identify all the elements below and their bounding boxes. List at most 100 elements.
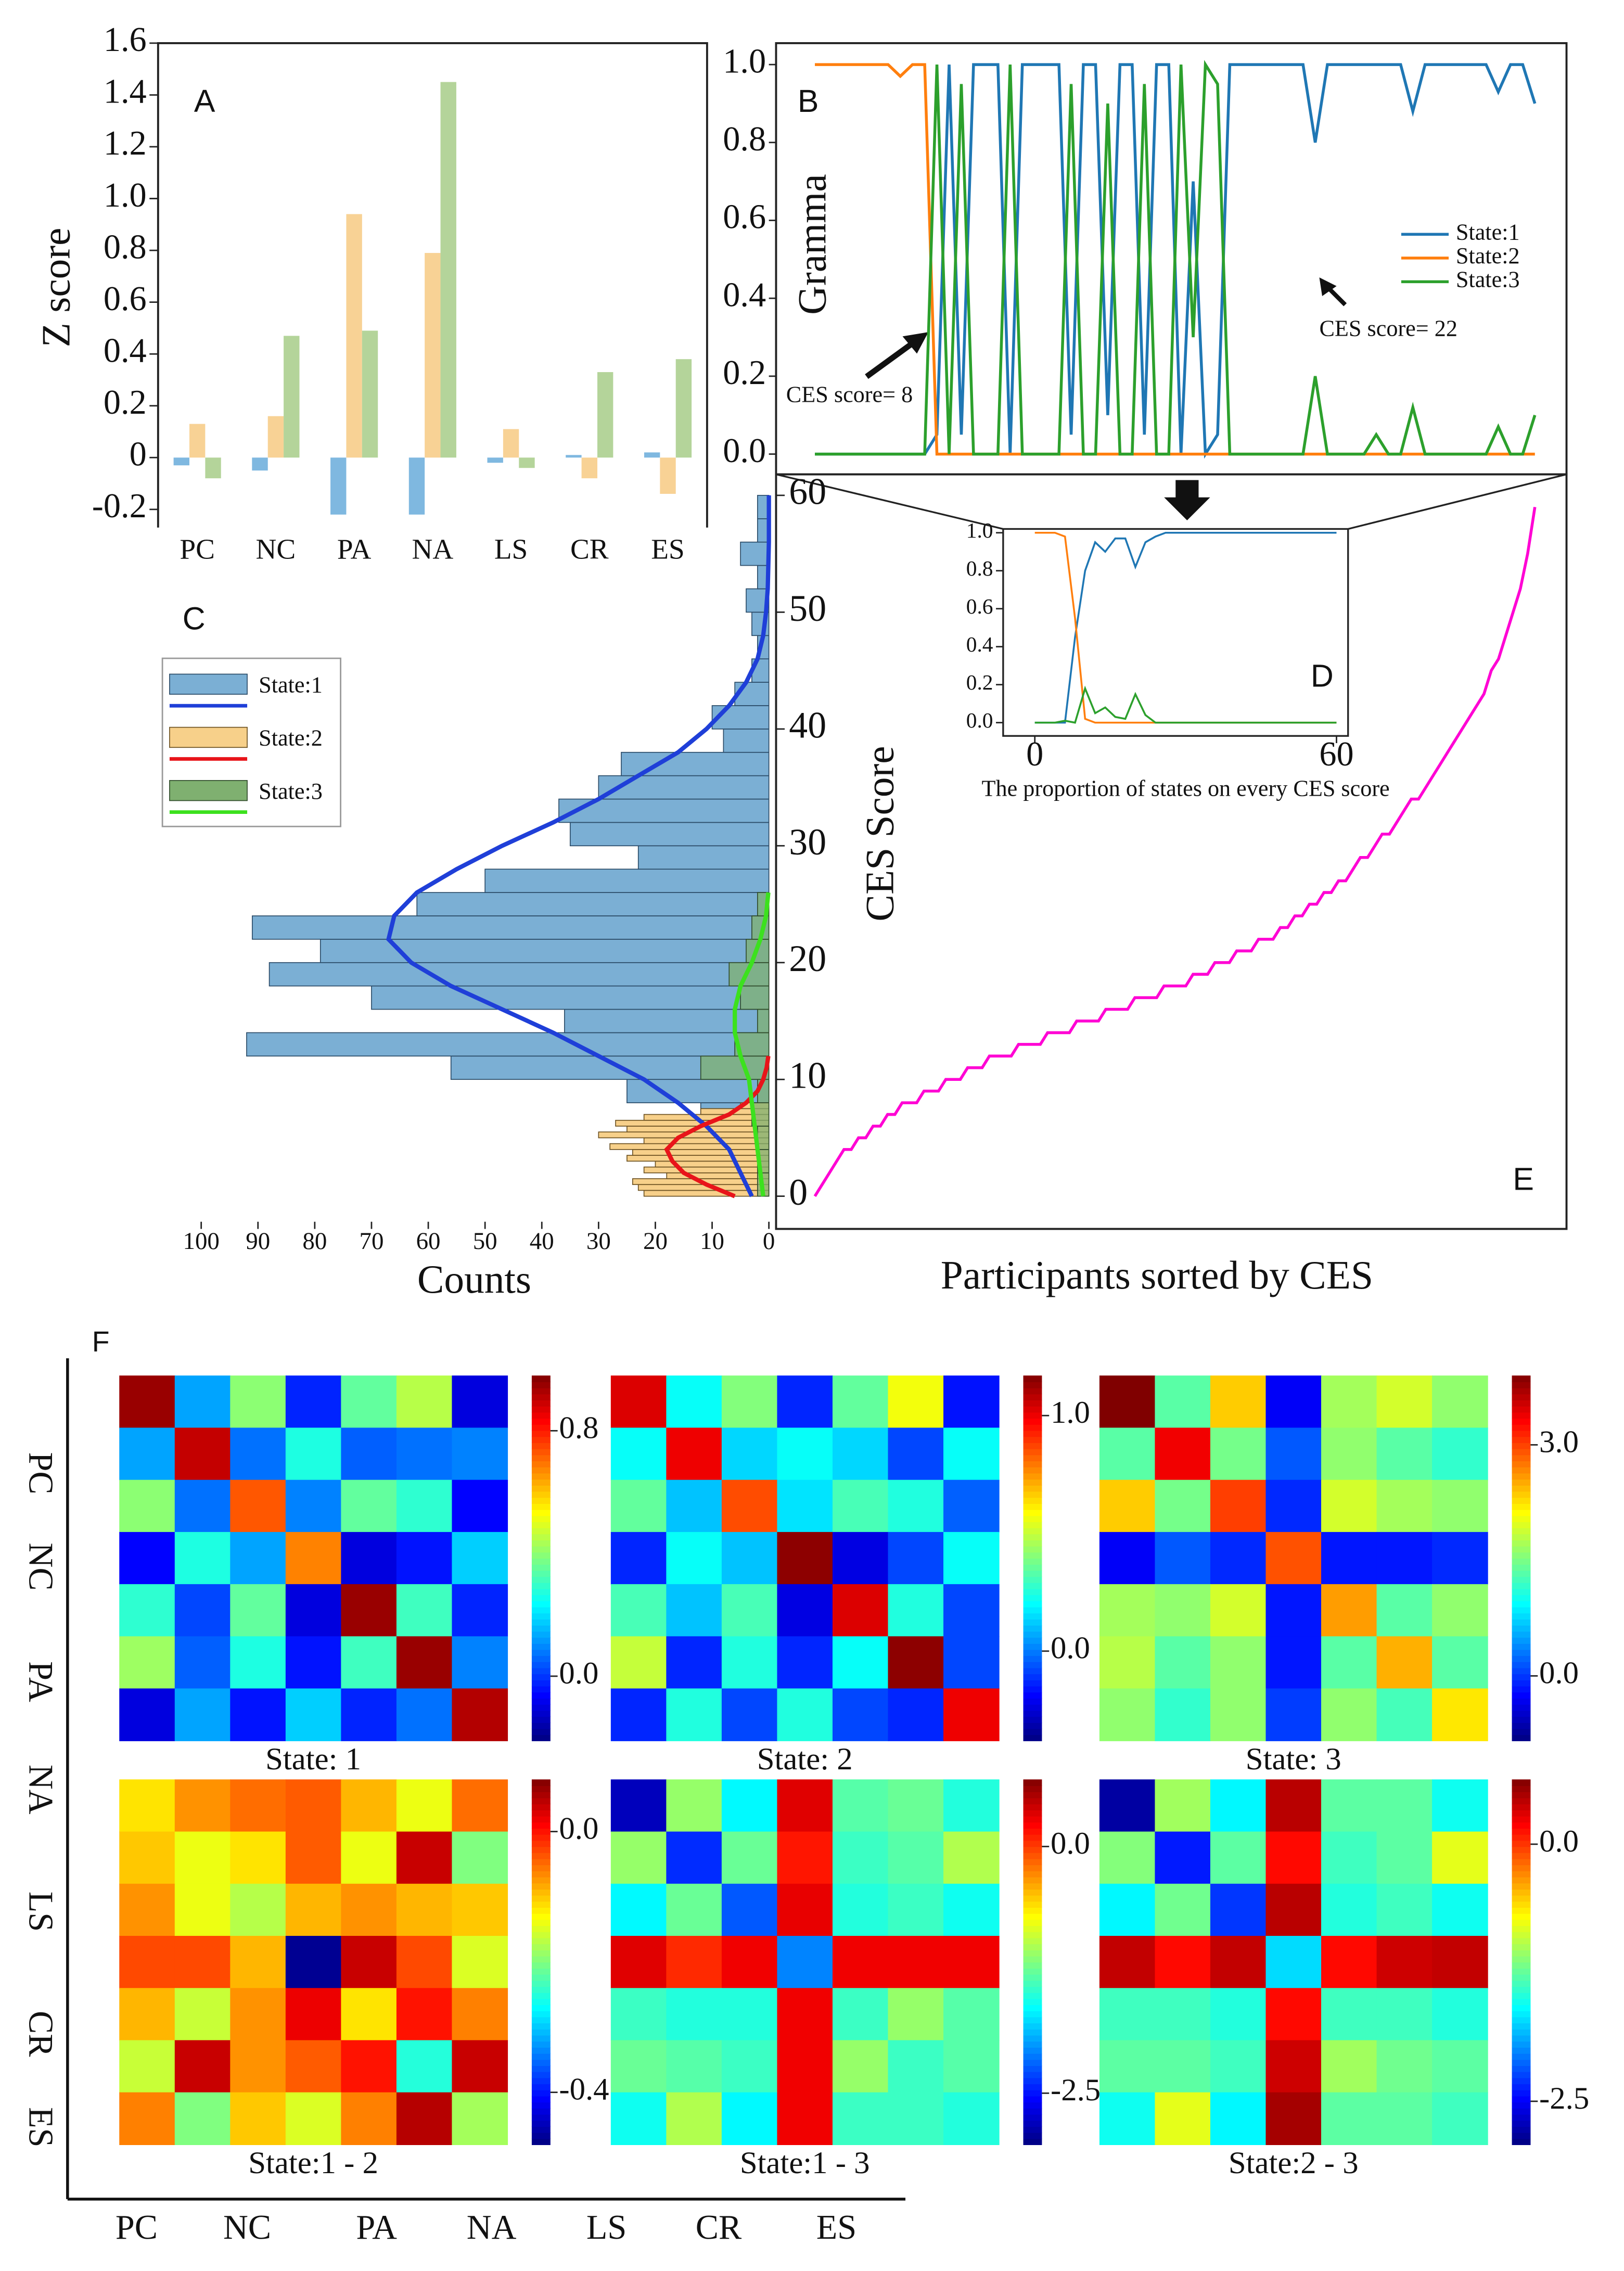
heatmap-cell bbox=[832, 1479, 889, 1533]
heatmap-cell bbox=[1432, 1636, 1488, 1689]
heatmap-cell bbox=[721, 1636, 778, 1689]
colorbar-segment bbox=[531, 1387, 551, 1395]
heatmap-cell bbox=[1099, 1584, 1156, 1637]
heatmap-cell bbox=[119, 1532, 175, 1585]
heatmap-cell bbox=[888, 2040, 944, 2093]
histogram-bar bbox=[643, 1166, 770, 1173]
colorbar-segment bbox=[1023, 1618, 1042, 1626]
colorbar-segment bbox=[1023, 1913, 1042, 1920]
heatmap-cell bbox=[1265, 1636, 1322, 1689]
heatmap-cell bbox=[610, 1883, 667, 1937]
heatmap-cell bbox=[721, 1936, 778, 1989]
colorbar-segment bbox=[531, 1582, 551, 1589]
bar bbox=[330, 457, 347, 515]
x-tick-label: 20 bbox=[643, 1228, 668, 1255]
colorbar-segment bbox=[1512, 2083, 1531, 2090]
colorbar-segment bbox=[531, 1895, 551, 1902]
bar bbox=[597, 372, 613, 458]
colorbar-segment bbox=[531, 1883, 551, 1890]
x-tick-label: NA bbox=[412, 533, 453, 565]
colorbar-segment bbox=[531, 2114, 551, 2121]
heatmap-cell bbox=[1376, 1636, 1433, 1689]
heatmap-cell bbox=[832, 1584, 889, 1637]
heatmap-cell bbox=[1210, 1375, 1267, 1428]
colorbar-segment bbox=[1023, 1980, 1042, 1987]
heatmap-cell bbox=[230, 1988, 286, 2041]
density-curve bbox=[733, 892, 771, 1197]
column-label: NA bbox=[467, 2209, 517, 2247]
bar bbox=[408, 457, 425, 515]
heatmap-cell bbox=[1321, 1779, 1377, 1832]
colorbar-segment bbox=[1512, 2047, 1531, 2054]
colorbar-segment bbox=[531, 1870, 551, 1878]
colorbar-tick-label: 0.0 bbox=[1539, 1655, 1579, 1690]
colorbar-segment bbox=[1512, 1797, 1531, 1805]
colorbar-segment bbox=[531, 1919, 551, 1926]
heatmap-cell bbox=[396, 1427, 453, 1481]
colorbar-segment bbox=[1512, 1828, 1531, 1835]
colorbar-segment bbox=[1023, 1552, 1042, 1559]
colorbar-segment bbox=[1023, 1846, 1042, 1853]
panel-label: D bbox=[1311, 658, 1334, 694]
heatmap-title: State: 3 bbox=[1246, 1742, 1341, 1777]
heatmap-cell bbox=[341, 1936, 398, 1989]
colorbar-segment bbox=[531, 1412, 551, 1419]
heatmap-cell bbox=[452, 1636, 508, 1689]
heatmap-cell bbox=[666, 1636, 722, 1689]
heatmap-cell bbox=[943, 1831, 1000, 1884]
histogram-bar bbox=[700, 1055, 770, 1080]
heatmap-cell bbox=[341, 1584, 398, 1637]
bar bbox=[284, 336, 300, 458]
x-tick-label: 60 bbox=[1319, 735, 1353, 773]
heatmap-cell bbox=[721, 1883, 778, 1937]
colorbar-tick-label: 0.0 bbox=[1539, 1824, 1579, 1859]
colorbar-segment bbox=[1023, 2089, 1042, 2097]
colorbar-segment bbox=[1023, 1710, 1042, 1717]
colorbar-segment bbox=[1023, 1889, 1042, 1896]
colorbar-segment bbox=[1023, 1576, 1042, 1583]
histogram-bar bbox=[734, 1032, 770, 1057]
colorbar-segment bbox=[1023, 1381, 1042, 1388]
column-label: ES bbox=[816, 2209, 856, 2247]
colorbar-segment bbox=[531, 2083, 551, 2090]
colorbar-segment bbox=[1512, 1840, 1531, 1847]
heatmap-cell bbox=[888, 1688, 944, 1741]
legend-swatch bbox=[169, 780, 248, 801]
heatmap-cell bbox=[721, 1427, 778, 1481]
heatmap-cell bbox=[1099, 1988, 1156, 2041]
colorbar-segment bbox=[1512, 1722, 1531, 1729]
colorbar-segment bbox=[1512, 1895, 1531, 1902]
colorbar-segment bbox=[531, 2023, 551, 2030]
histogram-bar bbox=[643, 1114, 770, 1121]
heatmap-cell bbox=[1210, 1688, 1267, 1741]
colorbar-segment bbox=[1512, 1637, 1531, 1644]
histogram-bar bbox=[268, 962, 770, 987]
heatmap-cell bbox=[174, 1883, 231, 1937]
heatmap-cell bbox=[119, 1688, 175, 1741]
colorbar-segment bbox=[1512, 1791, 1531, 1798]
colorbar-segment bbox=[1023, 2083, 1042, 2090]
heatmap-cell bbox=[610, 1988, 667, 2041]
x-tick-label: 70 bbox=[359, 1228, 383, 1255]
heatmap-cell bbox=[230, 1427, 286, 1481]
heatmap-cell bbox=[1432, 1479, 1488, 1533]
heatmap-cell bbox=[1210, 1779, 1267, 1832]
colorbar-segment bbox=[1512, 1846, 1531, 1853]
heatmap-cell bbox=[174, 1584, 231, 1637]
heatmap-cell bbox=[1265, 2040, 1322, 2093]
heatmap-cell bbox=[1432, 1831, 1488, 1884]
heatmap-cell bbox=[119, 1883, 175, 1937]
colorbar-segment bbox=[1512, 1509, 1531, 1516]
y-tick-label: 0.4 bbox=[104, 331, 147, 369]
heatmap-cell bbox=[832, 1532, 889, 1585]
colorbar-segment bbox=[531, 1674, 551, 1680]
histogram-bar bbox=[740, 985, 770, 1010]
colorbar-segment bbox=[1023, 1728, 1042, 1736]
colorbar-segment bbox=[531, 1704, 551, 1711]
colorbar-segment bbox=[1512, 2041, 1531, 2048]
heatmap-cell bbox=[666, 1584, 722, 1637]
heatmap-cell bbox=[396, 1584, 453, 1637]
colorbar-segment bbox=[1023, 1485, 1042, 1492]
colorbar-segment bbox=[1512, 1679, 1531, 1687]
heatmap-cell bbox=[943, 1883, 1000, 1937]
